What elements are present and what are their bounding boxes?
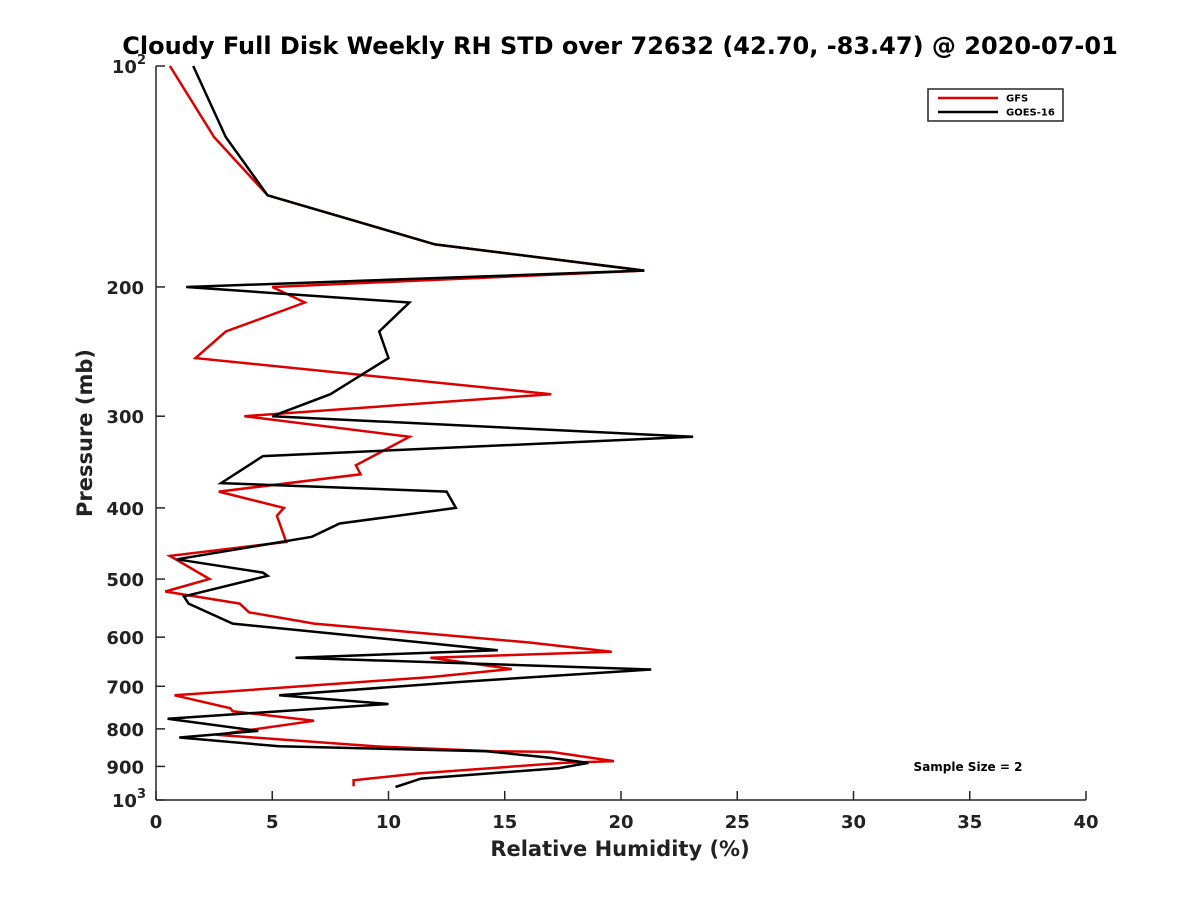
legend: GFS GOES-16: [927, 88, 1064, 122]
legend-box: [927, 88, 1064, 122]
sample-size-annotation: Sample Size = 2: [914, 760, 1023, 774]
y-axis-label: Pressure (mb): [73, 349, 97, 517]
legend-label-gfs: GFS: [1006, 94, 1028, 105]
x-tick-label: 35: [957, 812, 982, 833]
legend-label-goes-16: GOES-16: [1006, 108, 1055, 119]
x-tick-label: 0: [150, 812, 163, 833]
x-tick-label: 20: [608, 812, 633, 833]
y-tick-label: 700: [106, 677, 144, 698]
y-tick-label: 200: [106, 278, 144, 299]
series-line-gfs: [164, 65, 645, 787]
y-tick-label: 102: [112, 53, 146, 78]
y-tick-label: 500: [106, 570, 144, 591]
x-tick-label: 10: [376, 812, 401, 833]
axes: 0 5 10 15 20 25 30 35 40 102 200 300 400 500 600 700 800…: [106, 53, 1098, 833]
x-tick-label: 30: [841, 812, 866, 833]
plot-area: [164, 65, 694, 789]
y-tick-label: 300: [106, 407, 144, 428]
y-tick-label: 800: [106, 720, 144, 741]
x-tick-label: 15: [492, 812, 517, 833]
y-tick-label: 900: [106, 757, 144, 778]
x-tick-label: 40: [1073, 812, 1098, 833]
x-tick-label: 5: [266, 812, 279, 833]
y-tick-label: 400: [106, 499, 144, 520]
x-axis-label: Relative Humidity (%): [490, 837, 749, 861]
x-tick-label: 25: [725, 812, 750, 833]
chart-title: Cloudy Full Disk Weekly RH STD over 7263…: [122, 32, 1118, 60]
y-tick-label: 103: [112, 787, 146, 812]
series-line-goes-16: [167, 65, 694, 789]
y-tick-label: 600: [106, 628, 144, 649]
